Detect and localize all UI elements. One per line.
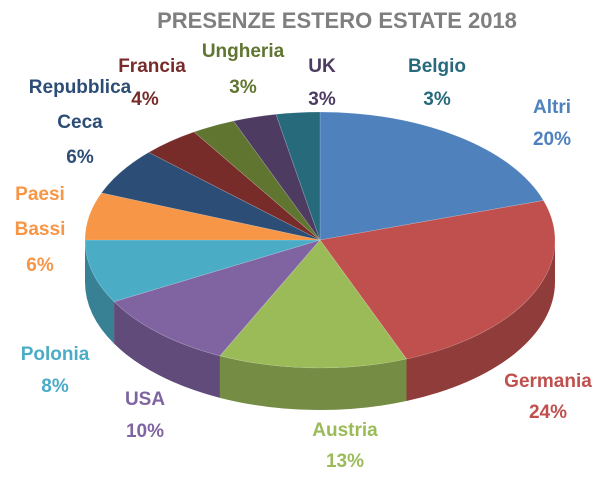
category-label: Paesi Bassi xyxy=(15,184,66,240)
pie-sides xyxy=(85,240,555,410)
value-label: 3% xyxy=(229,77,257,98)
value-label: 24% xyxy=(529,402,567,423)
value-label: 3% xyxy=(423,89,451,110)
pie-tops xyxy=(84,111,556,369)
pie-slice xyxy=(232,113,321,241)
value-label: 6% xyxy=(66,147,94,168)
chart-title: PRESENZE ESTERO ESTATE 2018 xyxy=(157,8,517,33)
pie-slice xyxy=(275,111,321,241)
category-label: Belgio xyxy=(408,56,466,77)
pie-slice-side xyxy=(219,355,407,410)
pie-slice xyxy=(319,111,544,241)
pie-slice xyxy=(319,200,556,360)
pie-slice xyxy=(219,239,408,369)
value-label: 10% xyxy=(126,421,164,442)
value-label: 4% xyxy=(131,89,159,110)
value-label: 8% xyxy=(41,376,69,397)
pie-slice xyxy=(113,239,321,357)
pie-slice xyxy=(84,239,321,303)
category-label: Austria xyxy=(312,420,378,441)
category-label: Germania xyxy=(504,371,592,392)
pie-slice xyxy=(100,152,321,241)
pie-slice xyxy=(84,192,321,241)
category-label: Altri xyxy=(533,97,571,118)
pie-slice-side xyxy=(85,240,115,344)
category-label: USA xyxy=(125,389,165,410)
value-label: 13% xyxy=(326,451,364,472)
pie-slice-side xyxy=(406,240,555,402)
pie-slice xyxy=(148,131,321,241)
value-label: 20% xyxy=(533,129,571,150)
category-label: Repubblica Ceca xyxy=(29,77,132,133)
value-label: 6% xyxy=(26,255,54,276)
value-label: 3% xyxy=(308,89,336,110)
pie-slice xyxy=(193,120,321,241)
pie-slice-side xyxy=(114,301,220,398)
category-label: Polonia xyxy=(21,344,90,365)
category-label: Francia xyxy=(118,56,186,77)
category-label: Ungheria xyxy=(202,41,285,62)
category-label: UK xyxy=(308,56,336,77)
